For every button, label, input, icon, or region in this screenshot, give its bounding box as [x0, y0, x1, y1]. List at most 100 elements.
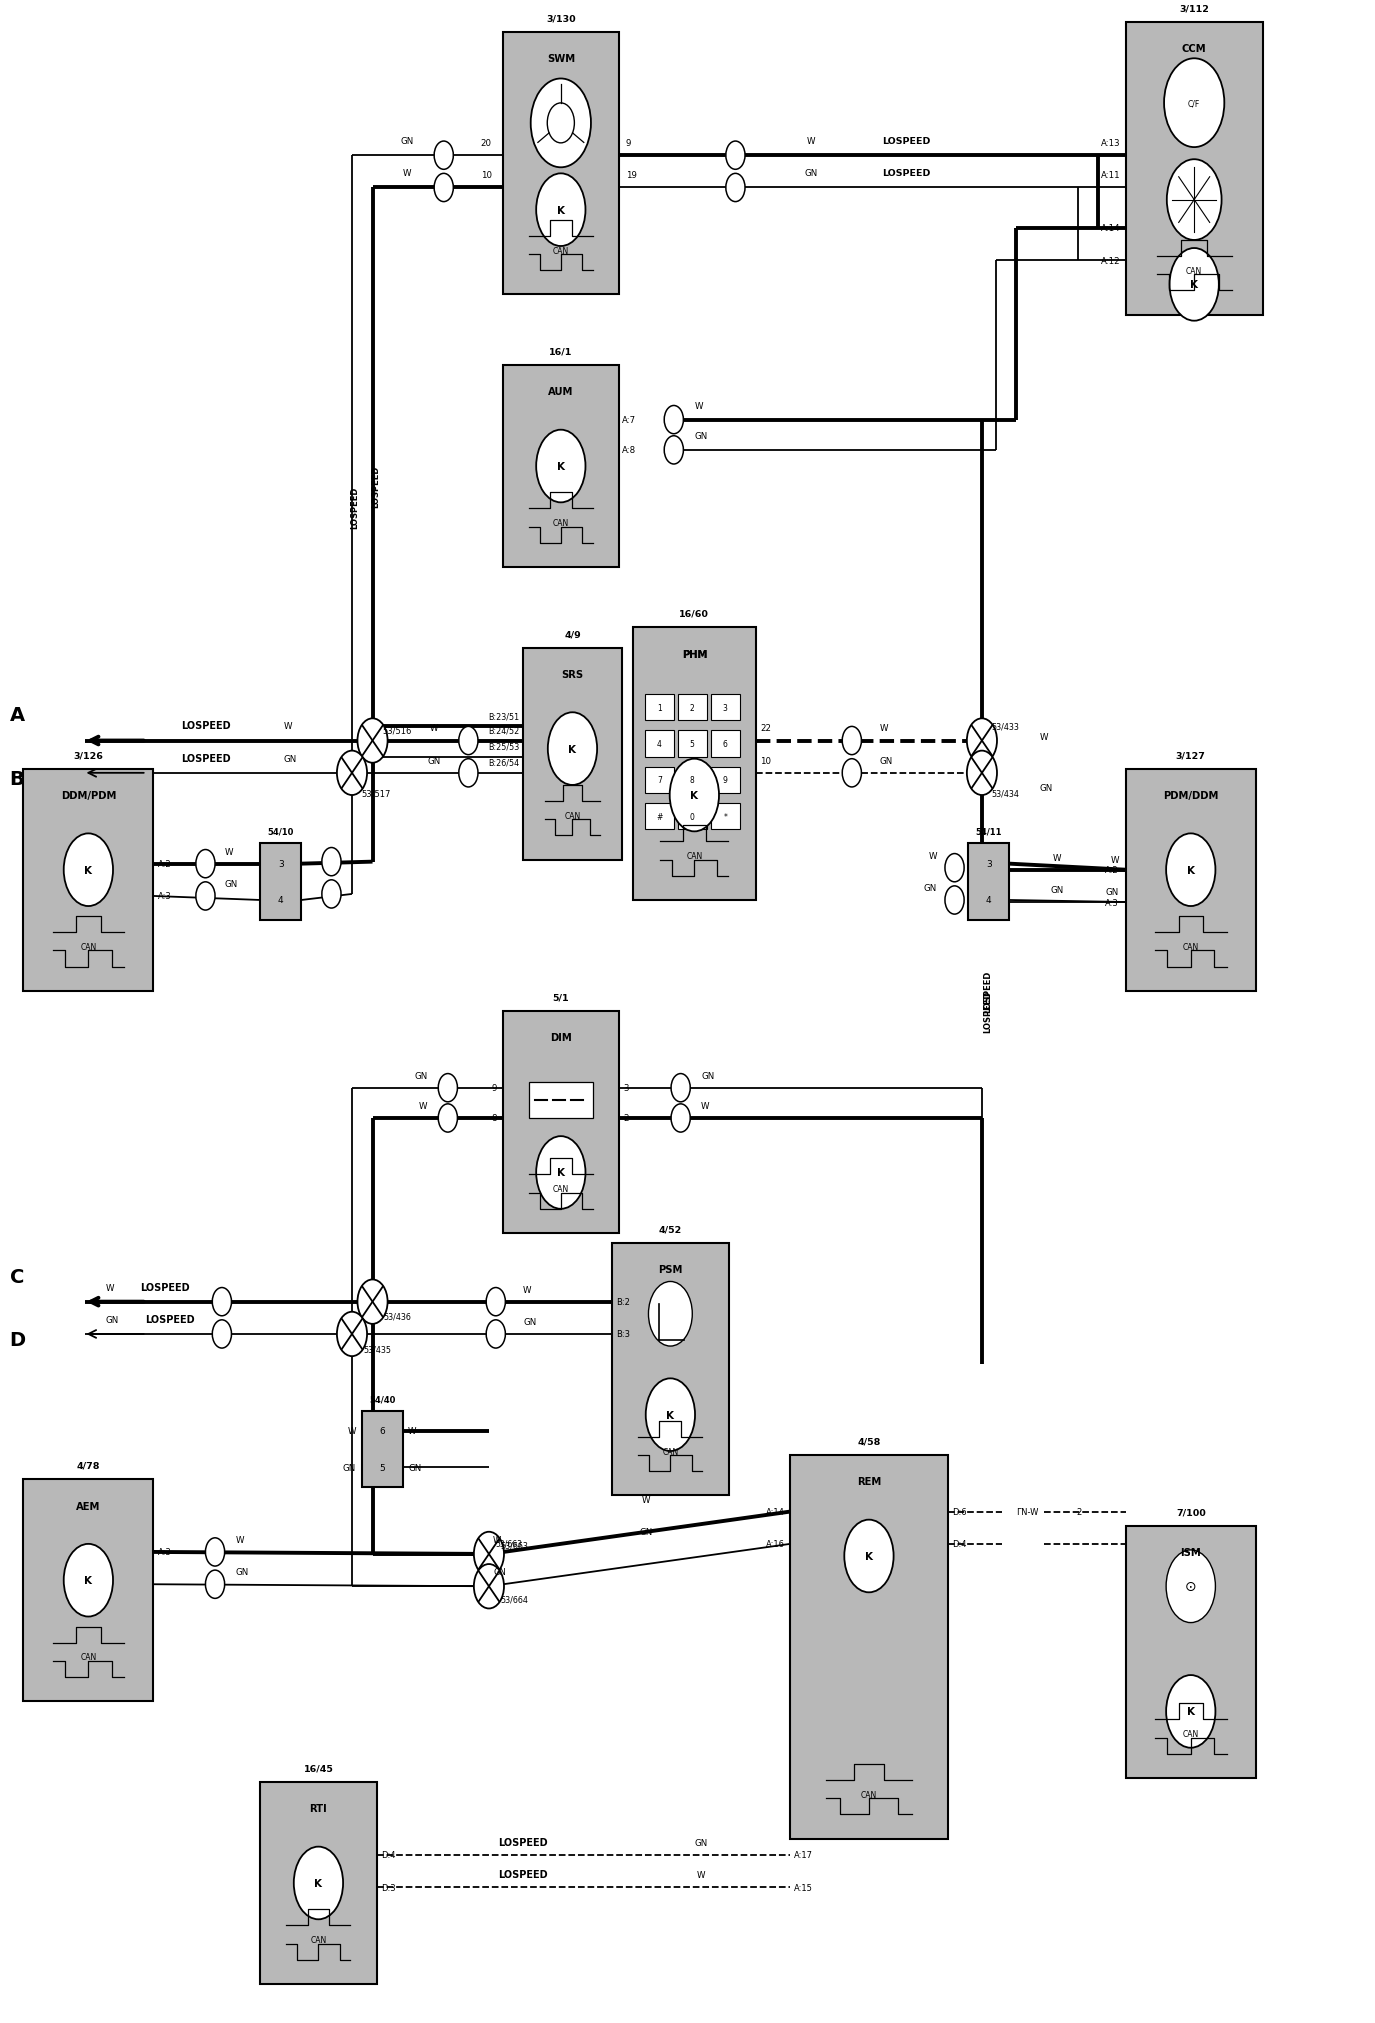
- Bar: [612, 1244, 729, 1495]
- Text: K: K: [1187, 866, 1195, 876]
- Text: B:23/51: B:23/51: [488, 712, 518, 720]
- Text: 10: 10: [481, 172, 492, 180]
- Text: 4: 4: [986, 896, 991, 904]
- Text: W: W: [642, 1495, 650, 1503]
- Text: GN: GN: [342, 1463, 356, 1473]
- Text: W: W: [106, 1283, 114, 1293]
- Text: W: W: [879, 724, 888, 732]
- Text: LOSPEED: LOSPEED: [983, 991, 991, 1032]
- Circle shape: [322, 848, 341, 876]
- Circle shape: [212, 1321, 231, 1349]
- Text: CAN: CAN: [80, 943, 96, 951]
- Text: 4: 4: [278, 896, 283, 904]
- Text: W: W: [235, 1535, 245, 1544]
- Text: LOSPEED: LOSPEED: [883, 138, 931, 146]
- Text: DIM: DIM: [550, 1032, 572, 1042]
- Text: 53/434: 53/434: [991, 789, 1019, 799]
- Circle shape: [1166, 1675, 1216, 1748]
- Text: LOSPEED: LOSPEED: [180, 720, 231, 730]
- Circle shape: [1167, 160, 1221, 241]
- Text: CAN: CAN: [553, 1185, 569, 1194]
- Bar: [529, 1082, 593, 1119]
- Circle shape: [63, 1544, 113, 1616]
- Text: B:25/53: B:25/53: [488, 742, 518, 751]
- Circle shape: [664, 437, 683, 465]
- Text: 9: 9: [492, 1084, 498, 1092]
- Text: GN: GN: [694, 431, 708, 441]
- Text: PHM: PHM: [682, 649, 707, 659]
- Text: A:2: A:2: [1106, 866, 1119, 874]
- Text: A:2: A:2: [158, 860, 170, 868]
- Circle shape: [547, 103, 575, 144]
- Bar: [1126, 1525, 1255, 1778]
- Text: GN: GN: [414, 1070, 428, 1080]
- Text: CAN: CAN: [1182, 943, 1199, 951]
- Text: 9: 9: [626, 140, 631, 148]
- Text: D: D: [10, 1331, 26, 1349]
- Text: DDM/PDM: DDM/PDM: [60, 791, 116, 801]
- Circle shape: [434, 142, 454, 170]
- Text: GN: GN: [1106, 888, 1119, 896]
- Circle shape: [459, 759, 478, 787]
- Text: 5/1: 5/1: [553, 993, 569, 1001]
- Circle shape: [205, 1570, 224, 1598]
- Text: 4: 4: [657, 740, 661, 749]
- Bar: [645, 730, 674, 757]
- Text: 16/45: 16/45: [304, 1764, 333, 1772]
- Text: W: W: [928, 852, 936, 860]
- Text: D:6: D:6: [951, 1507, 967, 1517]
- Text: 4/78: 4/78: [77, 1461, 100, 1471]
- Text: 6: 6: [380, 1426, 385, 1436]
- Bar: [23, 1479, 154, 1701]
- Bar: [1126, 22, 1262, 316]
- Text: W: W: [403, 170, 411, 178]
- Circle shape: [1166, 833, 1216, 906]
- Text: LOSPEED: LOSPEED: [883, 170, 931, 178]
- Text: 22: 22: [760, 724, 771, 732]
- Circle shape: [439, 1074, 458, 1103]
- Text: A: A: [10, 706, 25, 724]
- Text: 3/127: 3/127: [1176, 751, 1206, 761]
- Text: W: W: [283, 722, 292, 730]
- Text: CCM: CCM: [1182, 45, 1206, 55]
- Text: D:4: D:4: [381, 1851, 395, 1859]
- Bar: [503, 32, 619, 295]
- Text: 4/52: 4/52: [659, 1224, 682, 1234]
- Circle shape: [670, 759, 719, 831]
- Text: K: K: [667, 1410, 674, 1420]
- Circle shape: [646, 1380, 694, 1450]
- Text: AEM: AEM: [76, 1501, 100, 1511]
- Text: K: K: [1191, 281, 1198, 289]
- Text: LOSPEED: LOSPEED: [351, 486, 359, 528]
- Text: 53/663: 53/663: [500, 1542, 528, 1550]
- Bar: [645, 694, 674, 720]
- Text: W: W: [408, 1426, 417, 1436]
- Circle shape: [945, 886, 964, 914]
- Text: 53/435: 53/435: [363, 1345, 390, 1353]
- Circle shape: [726, 142, 745, 170]
- Text: B:26/54: B:26/54: [488, 759, 518, 767]
- Circle shape: [358, 1281, 388, 1325]
- Circle shape: [322, 880, 341, 908]
- Text: 4/58: 4/58: [857, 1436, 880, 1446]
- Text: LOSPEED: LOSPEED: [498, 1869, 549, 1879]
- Text: PDM/DDM: PDM/DDM: [1163, 791, 1218, 801]
- Text: 3/112: 3/112: [1180, 4, 1209, 14]
- Text: 53/664: 53/664: [500, 1594, 528, 1604]
- Circle shape: [439, 1105, 458, 1133]
- Text: K: K: [557, 1167, 565, 1177]
- Bar: [791, 1455, 947, 1839]
- Bar: [711, 730, 740, 757]
- Text: AUM: AUM: [549, 386, 573, 397]
- Text: GN: GN: [494, 1568, 506, 1576]
- Bar: [968, 844, 1009, 920]
- Text: GN: GN: [428, 757, 441, 765]
- Circle shape: [487, 1321, 506, 1349]
- Text: CAN: CAN: [553, 518, 569, 528]
- Bar: [711, 803, 740, 829]
- Text: W: W: [494, 1535, 502, 1544]
- Text: A:14: A:14: [1100, 225, 1121, 233]
- Bar: [678, 730, 707, 757]
- Text: 3: 3: [723, 704, 727, 712]
- Circle shape: [337, 751, 367, 795]
